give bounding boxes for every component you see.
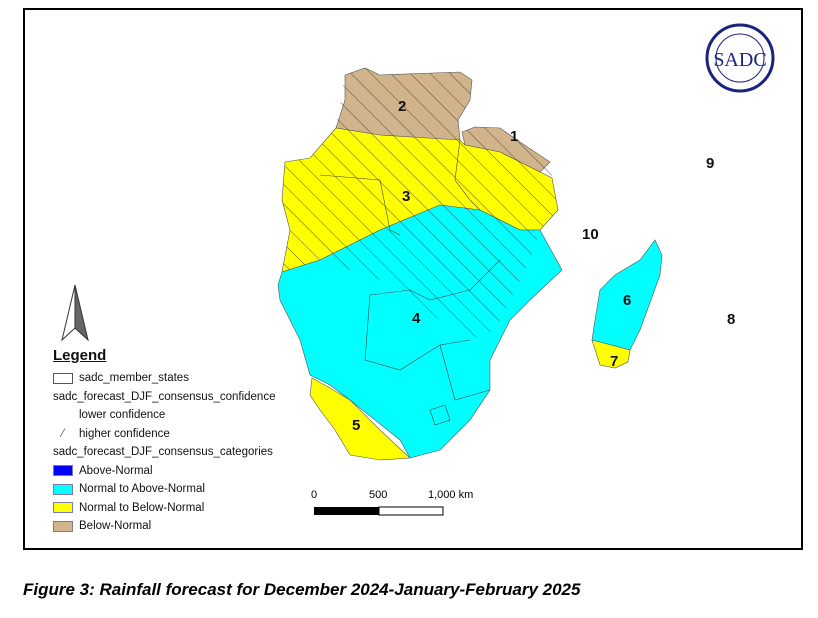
legend-category: Normal to Above-Normal: [79, 483, 205, 496]
country-borders: [319, 139, 501, 426]
legend-category: Below-Normal: [79, 520, 152, 533]
region-label-7: 7: [610, 353, 619, 370]
legend-category: Normal to Below-Normal: [79, 501, 205, 514]
higher-confidence-hatch: [282, 68, 558, 340]
legend-category: Above-Normal: [79, 464, 153, 477]
legend-member-states: sadc_member_states: [79, 372, 189, 385]
scale-bar: [314, 506, 444, 516]
region-label-3: 3: [402, 188, 411, 205]
legend-higher-confidence: higher confidence: [79, 427, 170, 440]
member-states-swatch: [53, 372, 73, 384]
region-label-1: 1: [510, 128, 519, 145]
scale-label-500: 500: [369, 489, 388, 501]
legend-categories-title: sadc_forecast_DJF_consensus_categories: [53, 446, 273, 459]
map-frame: [23, 8, 803, 550]
legend-confidence-title: sadc_forecast_DJF_consensus_confidence: [53, 390, 276, 403]
below-normal-swatch: [53, 520, 73, 532]
hatch-icon: ⁄: [62, 427, 64, 440]
region-5-normal-to-below: [309, 377, 411, 461]
region-label-10: 10: [582, 226, 599, 243]
svg-text:SADC: SADC: [713, 49, 766, 71]
sadc-logo: SADC: [705, 23, 775, 93]
legend-title: Legend: [53, 347, 107, 364]
region-7-normal-to-below: [591, 339, 631, 369]
legend-lower-confidence: lower confidence: [79, 409, 166, 422]
region-label-6: 6: [623, 292, 632, 309]
legend: Legend sadc_member_states sadc_forecast_…: [53, 347, 275, 536]
region-label-8: 8: [727, 311, 736, 328]
normal-to-above-swatch: [53, 483, 73, 495]
figure-caption: Figure 3: Rainfall forecast for December…: [23, 580, 581, 599]
above-normal-swatch: [53, 465, 73, 477]
region-label-5: 5: [352, 417, 361, 434]
region-label-4: 4: [412, 310, 421, 327]
normal-to-below-swatch: [53, 502, 73, 514]
region-label-2: 2: [398, 98, 407, 115]
north-arrow-icon: [61, 284, 89, 342]
scale-label-0: 0: [311, 489, 318, 501]
region-label-9: 9: [706, 155, 715, 172]
scale-label-1000: 1,000 km: [428, 489, 474, 501]
